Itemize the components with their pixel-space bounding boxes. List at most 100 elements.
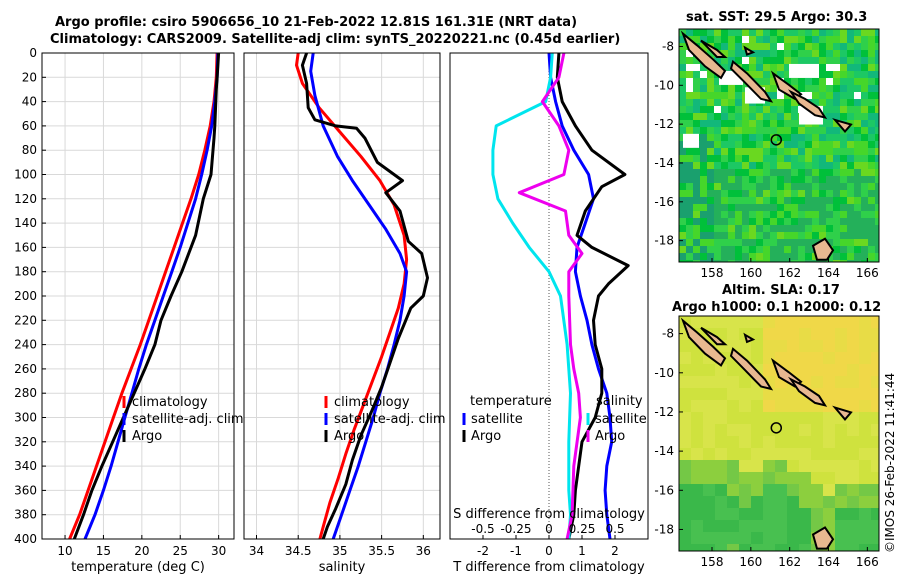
- sst_map-pixel: [819, 71, 826, 78]
- sst_map-island: [729, 59, 774, 103]
- sla_map-pixel: [859, 544, 871, 551]
- sst_map-pixel: [833, 120, 840, 127]
- sst_map-pixel: [721, 169, 728, 176]
- sst_map-pixel: [875, 85, 879, 92]
- sla_map-pixel: [835, 328, 847, 340]
- sla_map-pixel: [823, 328, 835, 340]
- sst_map-pixel: [861, 85, 868, 92]
- sla_map-pixel: [715, 388, 727, 400]
- sst_map-pixel: [700, 134, 707, 141]
- sla_map-pixel: [679, 448, 691, 460]
- sst_map-pixel: [791, 204, 798, 211]
- sst_map-pixel: [770, 92, 777, 99]
- sst_map-pixel: [805, 176, 812, 183]
- sst_map-pixel: [777, 246, 784, 253]
- sst_map-pixel: [784, 148, 791, 155]
- sla_map-pixel: [763, 412, 775, 424]
- sst_map-pixel: [833, 204, 840, 211]
- sst_map-pixel: [728, 211, 735, 218]
- sst_map-pixel: [777, 71, 784, 78]
- sst_map-pixel: [777, 197, 784, 204]
- sla_map-pixel: [787, 328, 799, 340]
- sst_map-pixel: [791, 218, 798, 225]
- sst_map-pixel: [777, 64, 784, 71]
- sst_map-pixel: [721, 197, 728, 204]
- sst_map-pixel: [819, 225, 826, 232]
- sst_map-pixel: [749, 57, 756, 64]
- sla_map-pixel: [775, 388, 787, 400]
- sst_map-pixel: [679, 176, 686, 183]
- sla_map-pixel: [847, 544, 859, 551]
- sst_map-pixel: [735, 218, 742, 225]
- sst_map-pixel: [742, 253, 749, 260]
- sla_map-pixel: [679, 472, 691, 484]
- sla_map-pixel: [823, 388, 835, 400]
- sst_map-pixel: [693, 36, 700, 43]
- sst_map-pixel: [798, 148, 805, 155]
- sst_map-pixel: [791, 239, 798, 246]
- sst_map-pixel: [854, 176, 861, 183]
- sst_map-pixel: [819, 78, 826, 85]
- temperature-x-axis-label: temperature (deg C): [71, 560, 205, 575]
- sla_map-pixel: [691, 484, 703, 496]
- sst_map-pixel: [868, 113, 875, 120]
- sst_map-pixel: [840, 176, 847, 183]
- sst_map-pixel: [686, 176, 693, 183]
- sst_map-pixel: [861, 92, 868, 99]
- sst_map-pixel: [700, 260, 707, 262]
- sst_map-pixel: [735, 253, 742, 260]
- sst_map-pixel: [721, 183, 728, 190]
- sla_map-pixel: [847, 484, 859, 496]
- sst_map-pixel: [728, 57, 735, 64]
- sla_map-pixel: [727, 448, 739, 460]
- sla_map-pixel: [691, 424, 703, 436]
- sla_map-pixel: [751, 340, 763, 352]
- sst_map-pixel: [756, 36, 763, 43]
- sla_map-pixel: [799, 496, 811, 508]
- sst_map-pixel: [819, 183, 826, 190]
- sla_map-pixel: [847, 328, 859, 340]
- sst_map-pixel: [840, 71, 847, 78]
- sla_map-pixel: [727, 364, 739, 376]
- sst_map-pixel: [721, 113, 728, 120]
- sla_map-pixel: [679, 520, 691, 532]
- sst_map-pixel: [679, 78, 686, 85]
- difference-salinity-tick-label: 0: [545, 522, 553, 536]
- sst_map-pixel: [784, 211, 791, 218]
- sst_map-pixel: [875, 218, 879, 225]
- sst_map-pixel: [826, 141, 833, 148]
- sla_map-pixel: [691, 436, 703, 448]
- sst_map-pixel: [868, 246, 875, 253]
- sst_map-pixel: [707, 99, 714, 106]
- sla_map-pixel: [739, 316, 751, 328]
- sst_map-pixel: [707, 246, 714, 253]
- sla_map-pixel: [763, 352, 775, 364]
- salinity-axes-frame: [243, 52, 441, 540]
- sst_map-pixel: [833, 134, 840, 141]
- sla_map-pixel: [715, 376, 727, 388]
- sla_map-pixel: [823, 316, 835, 328]
- sla_map-pixel: [799, 544, 811, 551]
- sst_map-pixel: [728, 43, 735, 50]
- sst_map-pixel: [861, 99, 868, 106]
- sst_map-pixel: [861, 106, 868, 113]
- sst_map-pixel: [784, 239, 791, 246]
- sst_map-pixel: [840, 85, 847, 92]
- temperature-ytick-label: 320: [14, 435, 37, 449]
- sst_map-pixel: [679, 197, 686, 204]
- sla_map-pixel: [739, 400, 751, 412]
- sst_map-pixel: [805, 169, 812, 176]
- sla_map-pixel: [715, 544, 727, 551]
- sst_map-pixel: [784, 246, 791, 253]
- sst_map-pixel: [791, 134, 798, 141]
- sst_map-pixel: [728, 50, 735, 57]
- sst_map-pixel: [812, 162, 819, 169]
- sst_map-pixel: [700, 225, 707, 232]
- sla_map-pixel: [739, 532, 751, 544]
- sst_map-pixel: [679, 99, 686, 106]
- temperature-ytick-label: 100: [14, 168, 37, 182]
- sst_map-pixel: [875, 169, 879, 176]
- sst_map-pixel: [826, 155, 833, 162]
- sla_map-pixel: [871, 400, 879, 412]
- sla_map-pixel: [787, 316, 799, 328]
